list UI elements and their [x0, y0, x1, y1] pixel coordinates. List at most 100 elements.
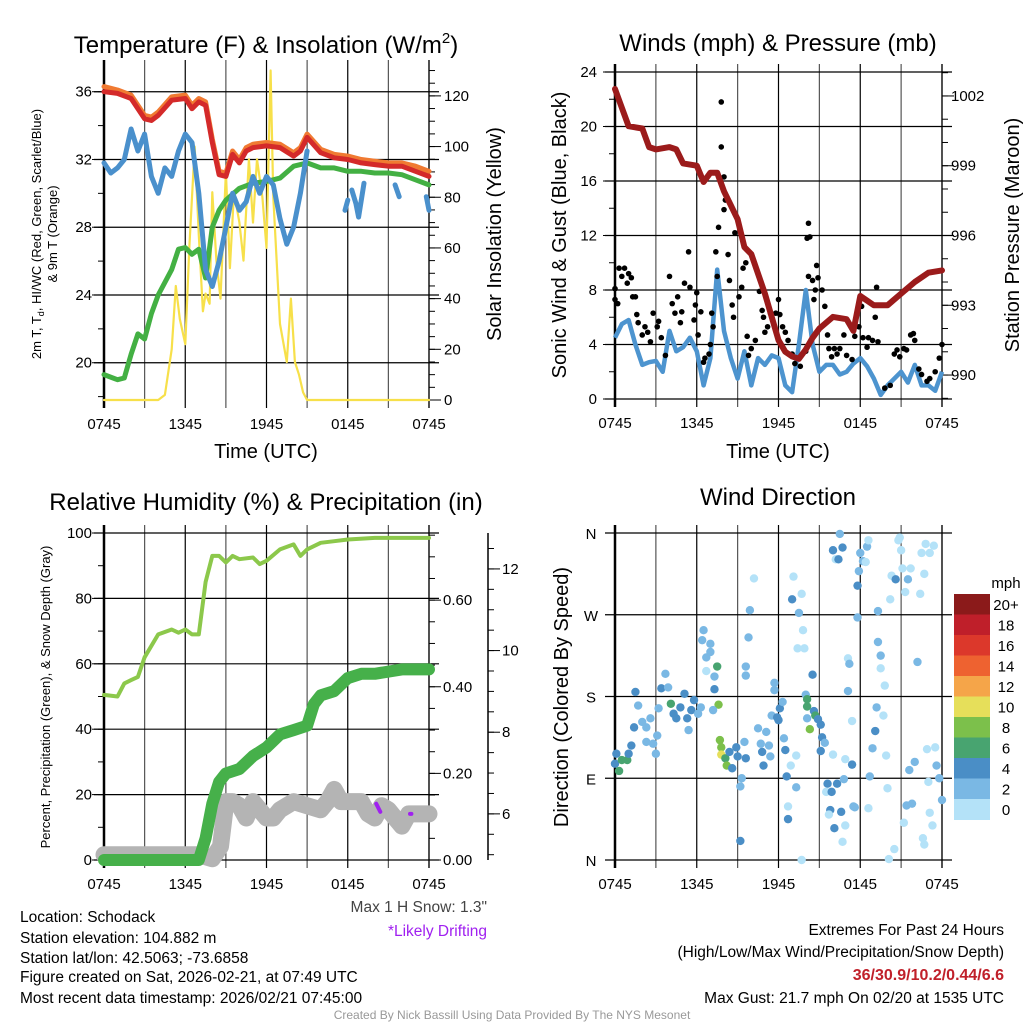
- pressure-y-tick-label: 1002: [951, 88, 984, 105]
- direction-point: [880, 681, 889, 690]
- gust-point: [932, 368, 938, 375]
- precip-y-tick-label: 0.00: [443, 852, 472, 869]
- direction-point: [733, 752, 742, 761]
- gust-point: [864, 344, 870, 351]
- x-tick-label: 0745: [412, 876, 445, 893]
- direction-point: [794, 608, 804, 618]
- direction-point: [737, 774, 746, 783]
- legend-swatch: [954, 799, 990, 820]
- direction-point: [864, 536, 873, 545]
- precip-y-tick-label: 0.40: [443, 679, 472, 696]
- title-superscript: 2: [442, 30, 450, 47]
- direction-point: [651, 749, 661, 758]
- title-end: ): [450, 32, 458, 59]
- gust-point: [819, 287, 825, 293]
- gust-point: [764, 323, 771, 330]
- direction-point: [832, 779, 842, 788]
- gust-point: [715, 224, 722, 231]
- direction-chart-title: Wind Direction: [700, 484, 856, 511]
- winds-chart-title: Winds (mph) & Pressure (mb): [619, 30, 936, 57]
- gust-point: [815, 274, 821, 281]
- gust-point: [785, 337, 791, 344]
- pressure-y-tick-label: 993: [951, 297, 976, 314]
- legend-swatch: [954, 696, 990, 718]
- legend-label: 10: [998, 700, 1015, 717]
- direction-point: [802, 714, 812, 723]
- extremes-fields: (High/Low/Max Wind/Precipitation/Snow De…: [678, 944, 1005, 961]
- solar-y-axis-label: Solar Insolation (Yellow): [484, 127, 506, 341]
- gust-point: [873, 284, 880, 291]
- x-tick-label: 0145: [331, 416, 364, 433]
- gust-point: [869, 337, 876, 344]
- series-precipitation: [98, 663, 435, 866]
- gust-point: [732, 229, 738, 236]
- direction-point: [899, 818, 909, 827]
- percent-y-tick-label: 100: [67, 525, 92, 542]
- gust-point: [681, 280, 688, 286]
- direction-point: [920, 569, 929, 579]
- gust-point: [936, 355, 943, 361]
- wind-y-tick-label: 8: [589, 282, 597, 299]
- gust-point: [612, 296, 618, 303]
- wind-y-tick-label: 24: [580, 64, 597, 81]
- direction-point: [715, 735, 725, 745]
- gust-point: [721, 174, 727, 180]
- direction-point: [865, 772, 874, 781]
- direction-point: [749, 574, 759, 583]
- gust-point: [903, 347, 910, 353]
- direction-point: [741, 754, 750, 763]
- legend-label: 20+: [993, 597, 1019, 614]
- direction-point: [793, 644, 802, 653]
- series-snow-depth: [95, 780, 438, 868]
- winds-chart: 0745 1345 1945 0145 074504812162024990993996…: [580, 64, 984, 432]
- direction-point: [741, 662, 750, 671]
- direction-point: [824, 810, 834, 819]
- legend-label: 2: [1002, 782, 1010, 799]
- gust-point: [718, 144, 725, 150]
- direction-point: [756, 739, 765, 748]
- station-elevation: Station elevation: 104.882 m: [20, 930, 216, 947]
- direction-point: [653, 731, 662, 740]
- direction-point: [612, 749, 621, 758]
- temperature-y-tick-label: 20: [75, 355, 92, 372]
- gust-point: [881, 385, 888, 391]
- direction-point: [627, 741, 636, 750]
- direction-point: [828, 750, 838, 759]
- gust-point: [614, 300, 621, 307]
- direction-point: [907, 799, 917, 808]
- gust-point: [726, 277, 733, 284]
- gust-point: [639, 332, 646, 338]
- legend-label: 12: [998, 679, 1015, 696]
- temperature-y-tick-label: 28: [75, 219, 92, 236]
- gust-point: [635, 319, 641, 326]
- direction-point: [841, 821, 850, 830]
- direction-point: [918, 834, 928, 843]
- direction-point: [712, 662, 722, 671]
- direction-point: [783, 802, 793, 811]
- gust-point: [655, 318, 662, 325]
- direction-point: [710, 672, 719, 681]
- gust-point: [896, 353, 903, 360]
- gust-point: [632, 294, 639, 300]
- legend-label: 14: [998, 659, 1015, 676]
- direction-point: [744, 633, 753, 642]
- legend-swatch: [954, 614, 990, 636]
- gust-point: [738, 284, 745, 291]
- station-latlon: Station lat/lon: 42.5063; -73.6858: [20, 950, 248, 967]
- gust-point: [695, 332, 701, 338]
- snow-y-tick-label: 6: [502, 806, 510, 823]
- direction-point: [770, 685, 779, 695]
- wind-y-tick-label: 4: [589, 337, 597, 354]
- direction-point: [823, 779, 832, 788]
- direction-point: [687, 705, 696, 715]
- direction-point: [732, 743, 741, 752]
- gust-point: [624, 280, 631, 286]
- gust-point: [805, 220, 812, 227]
- direction-point: [862, 542, 872, 551]
- gust-point: [647, 338, 654, 345]
- direction-point: [740, 737, 749, 747]
- direction-point: [845, 659, 854, 668]
- gust-point: [744, 333, 750, 340]
- direction-point: [783, 814, 793, 824]
